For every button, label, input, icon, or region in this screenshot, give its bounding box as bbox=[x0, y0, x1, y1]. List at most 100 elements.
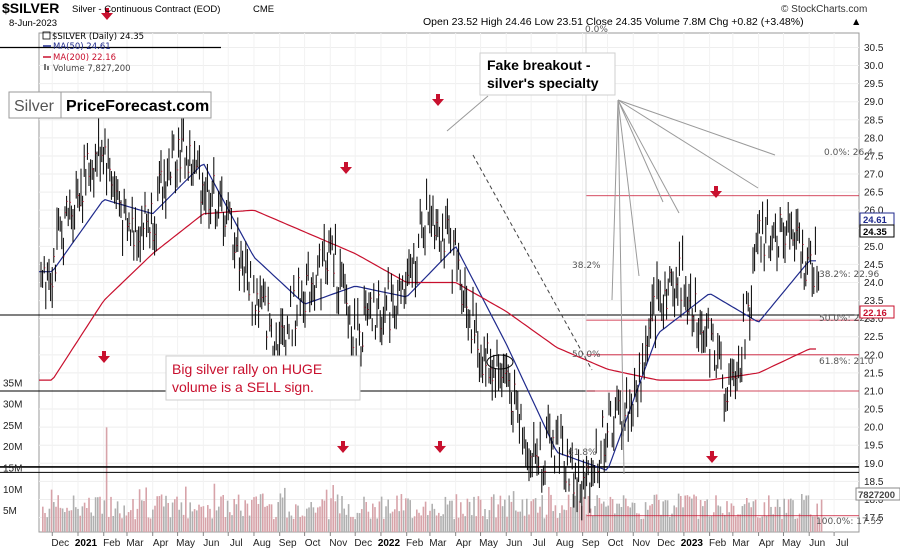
volume-bar bbox=[248, 515, 251, 532]
volume-bar bbox=[121, 518, 123, 532]
volume-bar bbox=[805, 495, 807, 532]
volume-bar bbox=[768, 495, 770, 532]
volume-bar bbox=[686, 495, 689, 532]
x-tick-label: 2023 bbox=[681, 538, 704, 549]
volume-bar bbox=[110, 496, 112, 532]
arrow-down-icon bbox=[432, 94, 444, 106]
volume-bar bbox=[235, 504, 238, 532]
volume-bar bbox=[314, 512, 317, 532]
volume-bar bbox=[497, 504, 499, 532]
svg-text:22.16: 22.16 bbox=[863, 308, 887, 319]
volume-bar bbox=[607, 505, 609, 532]
volume-bar bbox=[440, 516, 442, 532]
volume-bar bbox=[552, 511, 554, 532]
volume-bar bbox=[57, 495, 59, 532]
volume-bar bbox=[354, 519, 356, 532]
volume-bar bbox=[627, 506, 629, 532]
volume-bar bbox=[119, 513, 121, 532]
volume-bar bbox=[94, 497, 97, 532]
volume-bar bbox=[605, 506, 607, 532]
volume-bar bbox=[345, 514, 348, 532]
volume-bar bbox=[565, 510, 568, 532]
volume-bar bbox=[211, 518, 213, 532]
y-tick-label: 22.0 bbox=[864, 350, 884, 361]
volume-tick-label: 35M bbox=[3, 378, 22, 389]
volume-bar bbox=[394, 509, 396, 532]
volume-bar bbox=[270, 504, 273, 532]
x-tick-label: Apr bbox=[759, 538, 775, 549]
volume-bar bbox=[737, 514, 739, 532]
legend-ma200: MA(200) 22.16 bbox=[53, 53, 116, 63]
rally-line1: Big silver rally on HUGE bbox=[172, 361, 322, 377]
volume-bar bbox=[273, 519, 275, 532]
volume-bar bbox=[794, 518, 796, 532]
volume-bar bbox=[411, 518, 414, 532]
volume-bar bbox=[292, 518, 295, 532]
volume-bar bbox=[134, 519, 136, 532]
volume-bar bbox=[323, 500, 326, 532]
sell-arrows bbox=[98, 8, 722, 463]
legend-ma50: MA(50) 24.61 bbox=[53, 42, 111, 52]
x-tick-label: Sep bbox=[582, 538, 600, 549]
volume-bar bbox=[218, 506, 220, 532]
y-tick-label: 29.0 bbox=[864, 97, 884, 108]
volume-bar bbox=[400, 494, 403, 532]
price-box-volume: 7827200 bbox=[855, 487, 900, 501]
volume-bar bbox=[169, 517, 172, 532]
x-tick-label: Jul bbox=[533, 538, 546, 549]
volume-bar bbox=[743, 504, 746, 532]
volume-bar bbox=[77, 508, 79, 532]
fan-line bbox=[617, 99, 776, 156]
volume-bar bbox=[347, 504, 350, 532]
volume-bar bbox=[572, 493, 574, 532]
volume-bar bbox=[383, 518, 385, 532]
volume-tick-label: 25M bbox=[3, 421, 22, 432]
volume-bar bbox=[361, 509, 363, 532]
volume-bar bbox=[257, 503, 260, 532]
x-tick-label: Jun bbox=[506, 538, 522, 549]
volume-bar bbox=[570, 507, 572, 532]
price-box-close: 24.35 bbox=[859, 224, 895, 238]
volume-bar bbox=[72, 495, 75, 532]
volume-bar bbox=[66, 507, 68, 532]
volume-bar bbox=[44, 512, 46, 532]
volume-bar bbox=[310, 502, 312, 532]
y-tick-label: 23.0 bbox=[864, 314, 884, 325]
volume-bar bbox=[59, 507, 62, 532]
y-tick-label: 24.5 bbox=[864, 260, 884, 271]
x-tick-label: May bbox=[782, 538, 801, 549]
volume-bar bbox=[807, 495, 810, 532]
volume-bar bbox=[592, 515, 594, 532]
volume-bar bbox=[328, 519, 330, 532]
svg-text:24.35: 24.35 bbox=[863, 227, 887, 238]
volume-bar bbox=[732, 505, 735, 532]
volume-bar bbox=[200, 506, 202, 532]
volume-bar bbox=[193, 509, 196, 532]
ticker-symbol: $SILVER bbox=[2, 0, 59, 16]
volume-bar bbox=[288, 511, 290, 532]
volume-bar bbox=[739, 514, 741, 532]
volume-bar bbox=[416, 509, 418, 532]
volume-bar bbox=[702, 506, 704, 532]
x-tick-label: Dec bbox=[354, 538, 372, 549]
svg-text:24.61: 24.61 bbox=[863, 215, 887, 226]
volume-bar bbox=[655, 494, 658, 532]
volume-bar bbox=[532, 499, 535, 532]
y-tick-label: 25.0 bbox=[864, 242, 884, 253]
volume-bar bbox=[697, 518, 700, 532]
volume-bar bbox=[688, 496, 691, 532]
volume-bar bbox=[101, 513, 103, 532]
volume-bar bbox=[609, 496, 612, 532]
volume-bar bbox=[429, 510, 431, 532]
volume-bar bbox=[299, 516, 301, 532]
brand-silver: Silver bbox=[14, 98, 55, 115]
price-legend-icon bbox=[42, 31, 51, 40]
arrow-down-icon bbox=[710, 186, 722, 198]
volume-bar bbox=[215, 510, 218, 532]
volume-bar bbox=[350, 516, 352, 532]
volume-axis: 5M 10M 15M 20M 25M 30M 35M bbox=[3, 378, 22, 517]
arrow-down-icon bbox=[434, 441, 446, 453]
arrow-down-icon bbox=[706, 451, 718, 463]
volume-bar bbox=[427, 515, 429, 532]
y-tick-label: 26.5 bbox=[864, 188, 884, 199]
